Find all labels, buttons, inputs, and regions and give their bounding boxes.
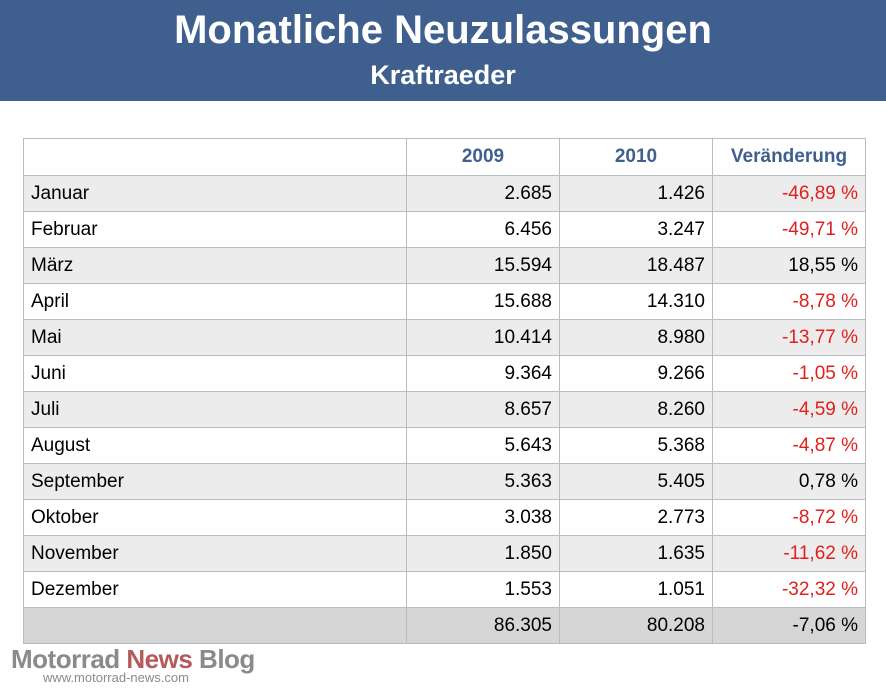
header-2009: 2009 <box>406 138 560 176</box>
table-body: Januar 2.685 1.426 -46,89 % Februar 6.456 3.24… <box>23 175 866 644</box>
table-row: Juli 8.657 8.260 -4,59 % <box>23 391 866 428</box>
cell-month: Oktober <box>23 499 407 536</box>
cell-month: Februar <box>23 211 407 248</box>
header-banner: Monatliche Neuzulassungen Kraftraeder <box>0 0 886 101</box>
cell-total-2010: 80.208 <box>559 607 713 644</box>
watermark-logo: Motorrad News Blog www.motorrad-news.com <box>11 644 255 688</box>
cell-change: -32,32 % <box>712 571 866 608</box>
cell-2009: 5.643 <box>406 427 560 464</box>
cell-2010: 5.368 <box>559 427 713 464</box>
cell-2009: 15.688 <box>406 283 560 320</box>
cell-month: Mai <box>23 319 407 356</box>
header-2010: 2010 <box>559 138 713 176</box>
cell-change: -8,78 % <box>712 283 866 320</box>
cell-2010: 1.635 <box>559 535 713 572</box>
cell-change: -1,05 % <box>712 355 866 392</box>
table-row: April 15.688 14.310 -8,78 % <box>23 283 866 320</box>
cell-2009: 6.456 <box>406 211 560 248</box>
watermark-part2: News <box>126 644 193 674</box>
cell-month: Juli <box>23 391 407 428</box>
table-header-row: 2009 2010 Veränderung <box>23 138 866 176</box>
header-month <box>23 138 407 176</box>
cell-change: -13,77 % <box>712 319 866 356</box>
cell-2009: 1.850 <box>406 535 560 572</box>
cell-total-change: -7,06 % <box>712 607 866 644</box>
cell-month: Januar <box>23 175 407 212</box>
header-change: Veränderung <box>712 138 866 176</box>
cell-month: Dezember <box>23 571 407 608</box>
cell-2010: 8.980 <box>559 319 713 356</box>
cell-month: September <box>23 463 407 500</box>
table-row: Mai 10.414 8.980 -13,77 % <box>23 319 866 356</box>
table-total-row: 86.305 80.208 -7,06 % <box>23 607 866 644</box>
cell-change: -8,72 % <box>712 499 866 536</box>
cell-month: April <box>23 283 407 320</box>
cell-change: -49,71 % <box>712 211 866 248</box>
cell-2010: 3.247 <box>559 211 713 248</box>
cell-month: Juni <box>23 355 407 392</box>
cell-change: -4,59 % <box>712 391 866 428</box>
cell-2010: 5.405 <box>559 463 713 500</box>
cell-2010: 2.773 <box>559 499 713 536</box>
watermark-url: www.motorrad-news.com <box>43 670 189 685</box>
cell-total-2009: 86.305 <box>406 607 560 644</box>
page-title: Monatliche Neuzulassungen <box>174 8 712 52</box>
table-row: Januar 2.685 1.426 -46,89 % <box>23 175 866 212</box>
page-subtitle: Kraftraeder <box>370 60 516 90</box>
watermark-part3: Blog <box>192 644 255 674</box>
table-row: September 5.363 5.405 0,78 % <box>23 463 866 500</box>
table-row: Dezember 1.553 1.051 -32,32 % <box>23 571 866 608</box>
cell-change: -46,89 % <box>712 175 866 212</box>
cell-2009: 5.363 <box>406 463 560 500</box>
cell-total-label <box>23 607 407 644</box>
cell-month: März <box>23 247 407 284</box>
watermark-part1: Motorrad <box>11 644 127 674</box>
table-row: Oktober 3.038 2.773 -8,72 % <box>23 499 866 536</box>
cell-change: 0,78 % <box>712 463 866 500</box>
cell-2010: 1.051 <box>559 571 713 608</box>
cell-2010: 18.487 <box>559 247 713 284</box>
cell-2009: 15.594 <box>406 247 560 284</box>
cell-change: -4,87 % <box>712 427 866 464</box>
cell-2009: 8.657 <box>406 391 560 428</box>
cell-month: August <box>23 427 407 464</box>
cell-2010: 14.310 <box>559 283 713 320</box>
registrations-table: 2009 2010 Veränderung Januar 2.685 1.426 -4… <box>23 138 866 644</box>
cell-change: 18,55 % <box>712 247 866 284</box>
cell-2010: 1.426 <box>559 175 713 212</box>
table-row: Februar 6.456 3.247 -49,71 % <box>23 211 866 248</box>
cell-2009: 2.685 <box>406 175 560 212</box>
cell-month: November <box>23 535 407 572</box>
cell-2010: 8.260 <box>559 391 713 428</box>
cell-2010: 9.266 <box>559 355 713 392</box>
cell-change: -11,62 % <box>712 535 866 572</box>
table-row: März 15.594 18.487 18,55 % <box>23 247 866 284</box>
table-row: August 5.643 5.368 -4,87 % <box>23 427 866 464</box>
watermark-text: Motorrad News Blog <box>11 644 255 675</box>
table-row: Juni 9.364 9.266 -1,05 % <box>23 355 866 392</box>
cell-2009: 3.038 <box>406 499 560 536</box>
cell-2009: 9.364 <box>406 355 560 392</box>
cell-2009: 10.414 <box>406 319 560 356</box>
table-row: November 1.850 1.635 -11,62 % <box>23 535 866 572</box>
cell-2009: 1.553 <box>406 571 560 608</box>
